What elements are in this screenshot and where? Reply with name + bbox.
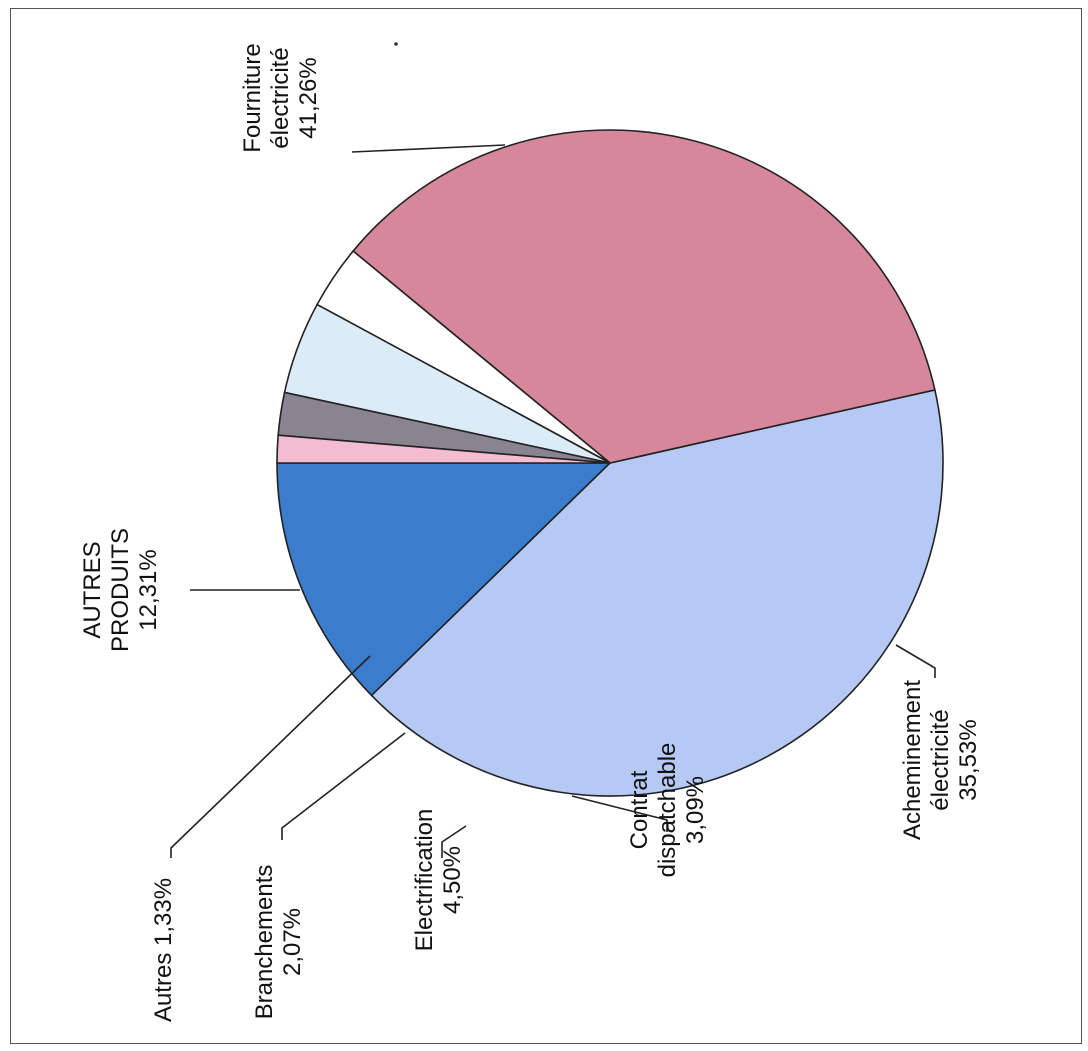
slice-acheminement <box>352 129 936 464</box>
leader-acheminement <box>895 644 936 678</box>
label-branchements: Branchements2,07% <box>251 865 306 1020</box>
label-contrat: Contratdispatchable3,09% <box>626 743 709 878</box>
label-autres: Autres 1,33% <box>150 878 177 1022</box>
pie-slices <box>276 129 944 797</box>
leader-lines <box>170 144 936 858</box>
leader-branchements <box>281 732 406 840</box>
leader-contrat <box>571 795 668 832</box>
label-fourniture: Fournitureélectricité41,26% <box>239 43 322 152</box>
leader-autres <box>170 655 371 858</box>
label-acheminement: Acheminementélectricité35,53% <box>899 680 982 840</box>
label-autres-produits: AUTRESPRODUITS12,31% <box>79 528 162 652</box>
leader-electrification <box>441 825 467 858</box>
slice-labels: AUTRESPRODUITS12,31% Fournitureélectricit… <box>79 42 982 1022</box>
label-electrification: Electrification4,50% <box>411 809 466 952</box>
slice-fourniture <box>370 388 944 797</box>
chart-frame <box>10 8 1082 1044</box>
stray-dot <box>394 42 398 46</box>
leader-fourniture <box>351 144 506 153</box>
slice-autres <box>276 434 611 464</box>
slice-autres-produits <box>276 462 612 697</box>
